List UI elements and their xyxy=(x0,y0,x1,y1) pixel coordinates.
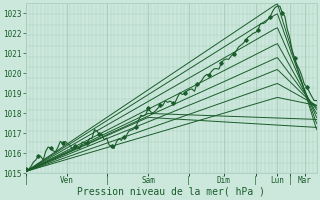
X-axis label: Pression niveau de la mer( hPa ): Pression niveau de la mer( hPa ) xyxy=(77,187,265,197)
